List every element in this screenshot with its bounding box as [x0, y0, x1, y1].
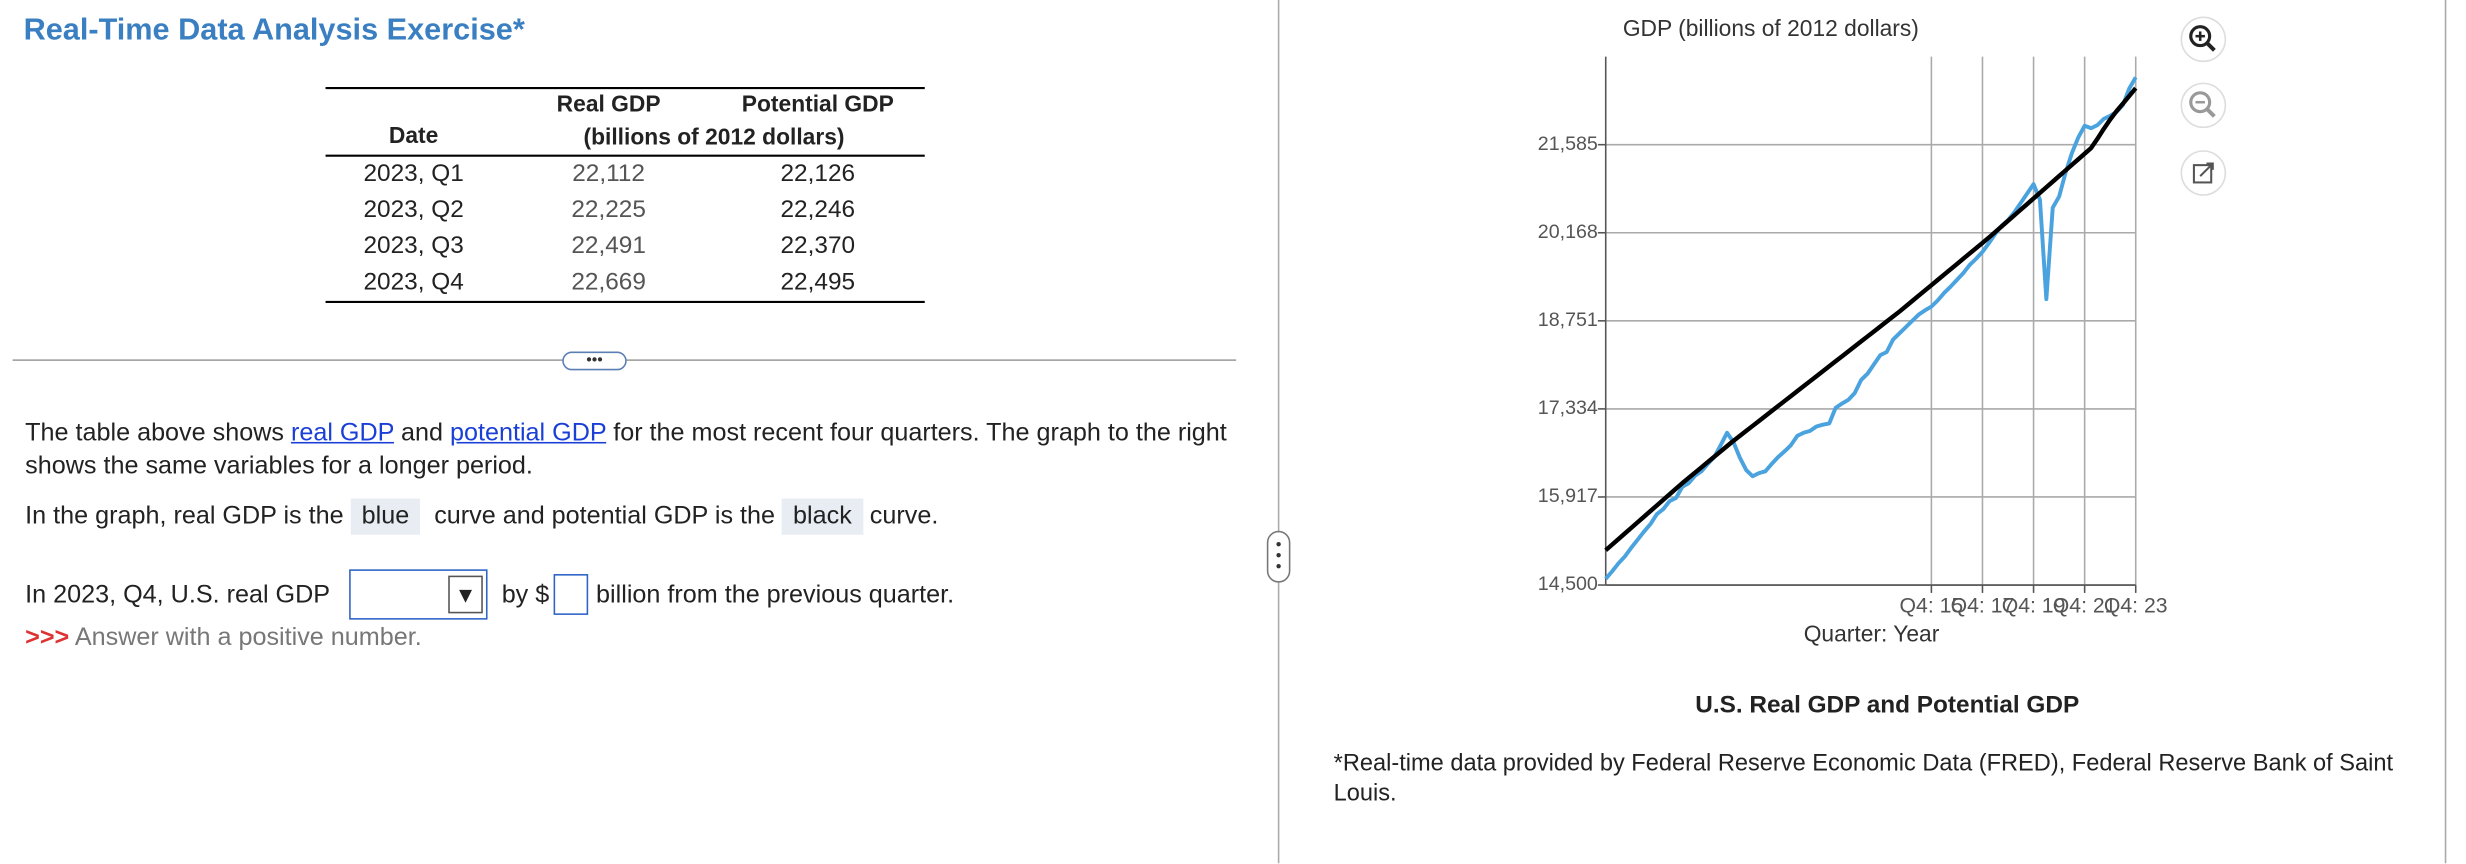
chart-caption: U.S. Real GDP and Potential GDP: [1695, 692, 2079, 719]
series-line: [1604, 86, 2138, 552]
hint: >>> Answer with a positive number.: [25, 621, 422, 654]
answer-dropdown[interactable]: ▼: [349, 569, 488, 620]
hint-marker: >>>: [25, 624, 70, 652]
question-text: In 2023, Q4, U.S. real GDP: [25, 581, 331, 609]
link[interactable]: real GDP: [290, 419, 394, 447]
link[interactable]: potential GDP: [449, 419, 607, 447]
series-line: [1604, 76, 2138, 581]
table-cell: 22,112: [572, 160, 646, 188]
handle-dot: [1276, 541, 1281, 547]
table-cell: 2023, Q2: [363, 196, 464, 224]
text: In the graph, real GDP is the: [25, 503, 344, 530]
x-tick-label: Q4: 17: [1951, 595, 2015, 618]
handle-dot: [1276, 563, 1281, 569]
table-header: Date: [388, 124, 439, 150]
y-tick-label: 20,168: [1538, 221, 1598, 243]
color-chip: blue: [350, 498, 421, 535]
x-axis-label: Quarter: Year: [1804, 620, 1940, 646]
exercise-title: Real-Time Data Analysis Exercise*: [23, 12, 525, 48]
x-tick-label: Q4: 23: [2104, 595, 2168, 618]
y-tick-label: 18,751: [1538, 309, 1598, 331]
hint-text: Answer with a positive number.: [74, 624, 422, 652]
y-tick-label: 14,500: [1538, 573, 1598, 595]
table-cell: 22,491: [571, 232, 646, 260]
text: curve and potential GDP is the: [434, 503, 776, 530]
open-external[interactable]: [2180, 150, 2227, 196]
table-cell: 2023, Q4: [363, 268, 464, 296]
y-tick-label: 15,917: [1538, 485, 1598, 507]
table-cell: 22,126: [780, 160, 856, 188]
table-cell: 2023, Q1: [363, 160, 464, 188]
table-cell: 22,370: [780, 232, 856, 260]
x-tick-label: Q4: 15: [1900, 595, 1964, 618]
handle-dot: [1276, 552, 1281, 558]
answer-input[interactable]: [553, 574, 589, 615]
table-header: Real GDP: [556, 92, 661, 118]
table-cell: 22,669: [571, 268, 646, 296]
question-text: billion from the previous quarter.: [596, 581, 955, 609]
table-cell: 22,495: [780, 268, 856, 296]
text: and: [400, 419, 443, 447]
table-unit-note: (billions of 2012 dollars): [583, 125, 845, 151]
y-tick-label: 21,585: [1538, 133, 1598, 155]
text: The table above shows: [25, 419, 284, 447]
text: curve.: [869, 503, 939, 530]
zoom-out[interactable]: [2180, 82, 2227, 129]
text: for the most recent four quarters. The g…: [25, 419, 1227, 480]
x-tick-label: Q4: 21: [2053, 595, 2117, 618]
table-header: Potential GDP: [741, 92, 894, 118]
expand-handle[interactable]: [562, 351, 627, 371]
intro-paragraph: The table above shows real GDP and poten…: [25, 417, 1236, 483]
handle-dots: •••: [586, 351, 603, 368]
table-cell: 22,246: [780, 196, 856, 224]
question-text: by $: [501, 581, 550, 609]
chart-title: GDP (billions of 2012 dollars): [1623, 15, 1919, 41]
x-tick-label: Q4: 19: [2002, 595, 2066, 618]
dropdown-arrow[interactable]: ▼: [448, 575, 483, 614]
footnote: *Real-time data provided by Federal Rese…: [1333, 750, 2394, 807]
table-cell: 22,225: [571, 196, 646, 224]
legend-paragraph: In the graph, real GDP is the blue curve…: [25, 498, 939, 535]
zoom-in[interactable]: [2180, 16, 2227, 63]
table-cell: 2023, Q3: [363, 232, 464, 260]
color-chip: black: [782, 498, 863, 535]
y-tick-label: 17,334: [1538, 397, 1598, 419]
